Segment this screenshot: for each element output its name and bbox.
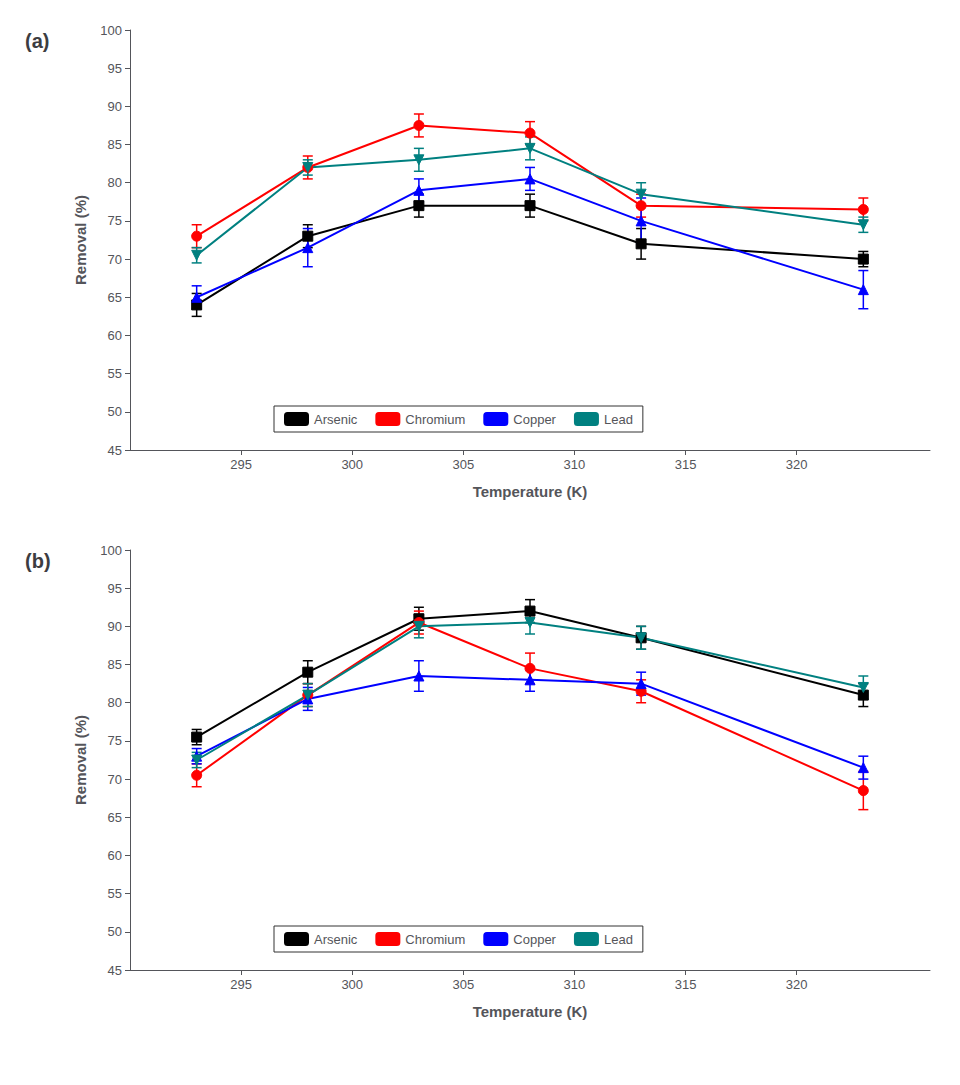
svg-text:Temperature (K): Temperature (K): [473, 1003, 588, 1020]
svg-text:45: 45: [108, 443, 122, 458]
svg-text:305: 305: [452, 457, 474, 472]
svg-text:Chromium: Chromium: [405, 412, 465, 427]
svg-text:320: 320: [786, 977, 808, 992]
svg-text:Chromium: Chromium: [405, 932, 465, 947]
svg-text:100: 100: [100, 543, 122, 558]
svg-text:310: 310: [564, 457, 586, 472]
svg-text:80: 80: [108, 175, 122, 190]
svg-text:100: 100: [100, 23, 122, 38]
svg-text:45: 45: [108, 963, 122, 978]
svg-text:60: 60: [108, 328, 122, 343]
svg-text:Copper: Copper: [513, 412, 556, 427]
svg-text:(a): (a): [25, 30, 49, 52]
svg-text:295: 295: [230, 457, 252, 472]
svg-text:310: 310: [564, 977, 586, 992]
svg-text:65: 65: [108, 810, 122, 825]
svg-text:65: 65: [108, 290, 122, 305]
svg-text:60: 60: [108, 848, 122, 863]
svg-text:75: 75: [108, 733, 122, 748]
svg-text:315: 315: [675, 977, 697, 992]
svg-text:Copper: Copper: [513, 932, 556, 947]
svg-text:300: 300: [341, 977, 363, 992]
svg-text:320: 320: [786, 457, 808, 472]
svg-text:Removal (%): Removal (%): [72, 195, 89, 285]
svg-text:55: 55: [108, 886, 122, 901]
svg-text:80: 80: [108, 695, 122, 710]
svg-text:55: 55: [108, 366, 122, 381]
svg-text:(b): (b): [25, 550, 51, 572]
svg-text:Arsenic: Arsenic: [314, 932, 358, 947]
svg-text:305: 305: [452, 977, 474, 992]
svg-text:300: 300: [341, 457, 363, 472]
svg-text:50: 50: [108, 404, 122, 419]
svg-text:Removal (%): Removal (%): [72, 715, 89, 805]
svg-text:Arsenic: Arsenic: [314, 412, 358, 427]
svg-text:85: 85: [108, 137, 122, 152]
svg-text:95: 95: [108, 61, 122, 76]
svg-text:85: 85: [108, 657, 122, 672]
svg-text:75: 75: [108, 213, 122, 228]
svg-text:295: 295: [230, 977, 252, 992]
svg-text:Lead: Lead: [604, 932, 633, 947]
svg-text:315: 315: [675, 457, 697, 472]
svg-text:Temperature (K): Temperature (K): [473, 483, 588, 500]
svg-text:70: 70: [108, 252, 122, 267]
svg-text:90: 90: [108, 619, 122, 634]
svg-text:95: 95: [108, 581, 122, 596]
svg-text:Lead: Lead: [604, 412, 633, 427]
svg-text:70: 70: [108, 772, 122, 787]
svg-text:90: 90: [108, 99, 122, 114]
svg-text:50: 50: [108, 924, 122, 939]
